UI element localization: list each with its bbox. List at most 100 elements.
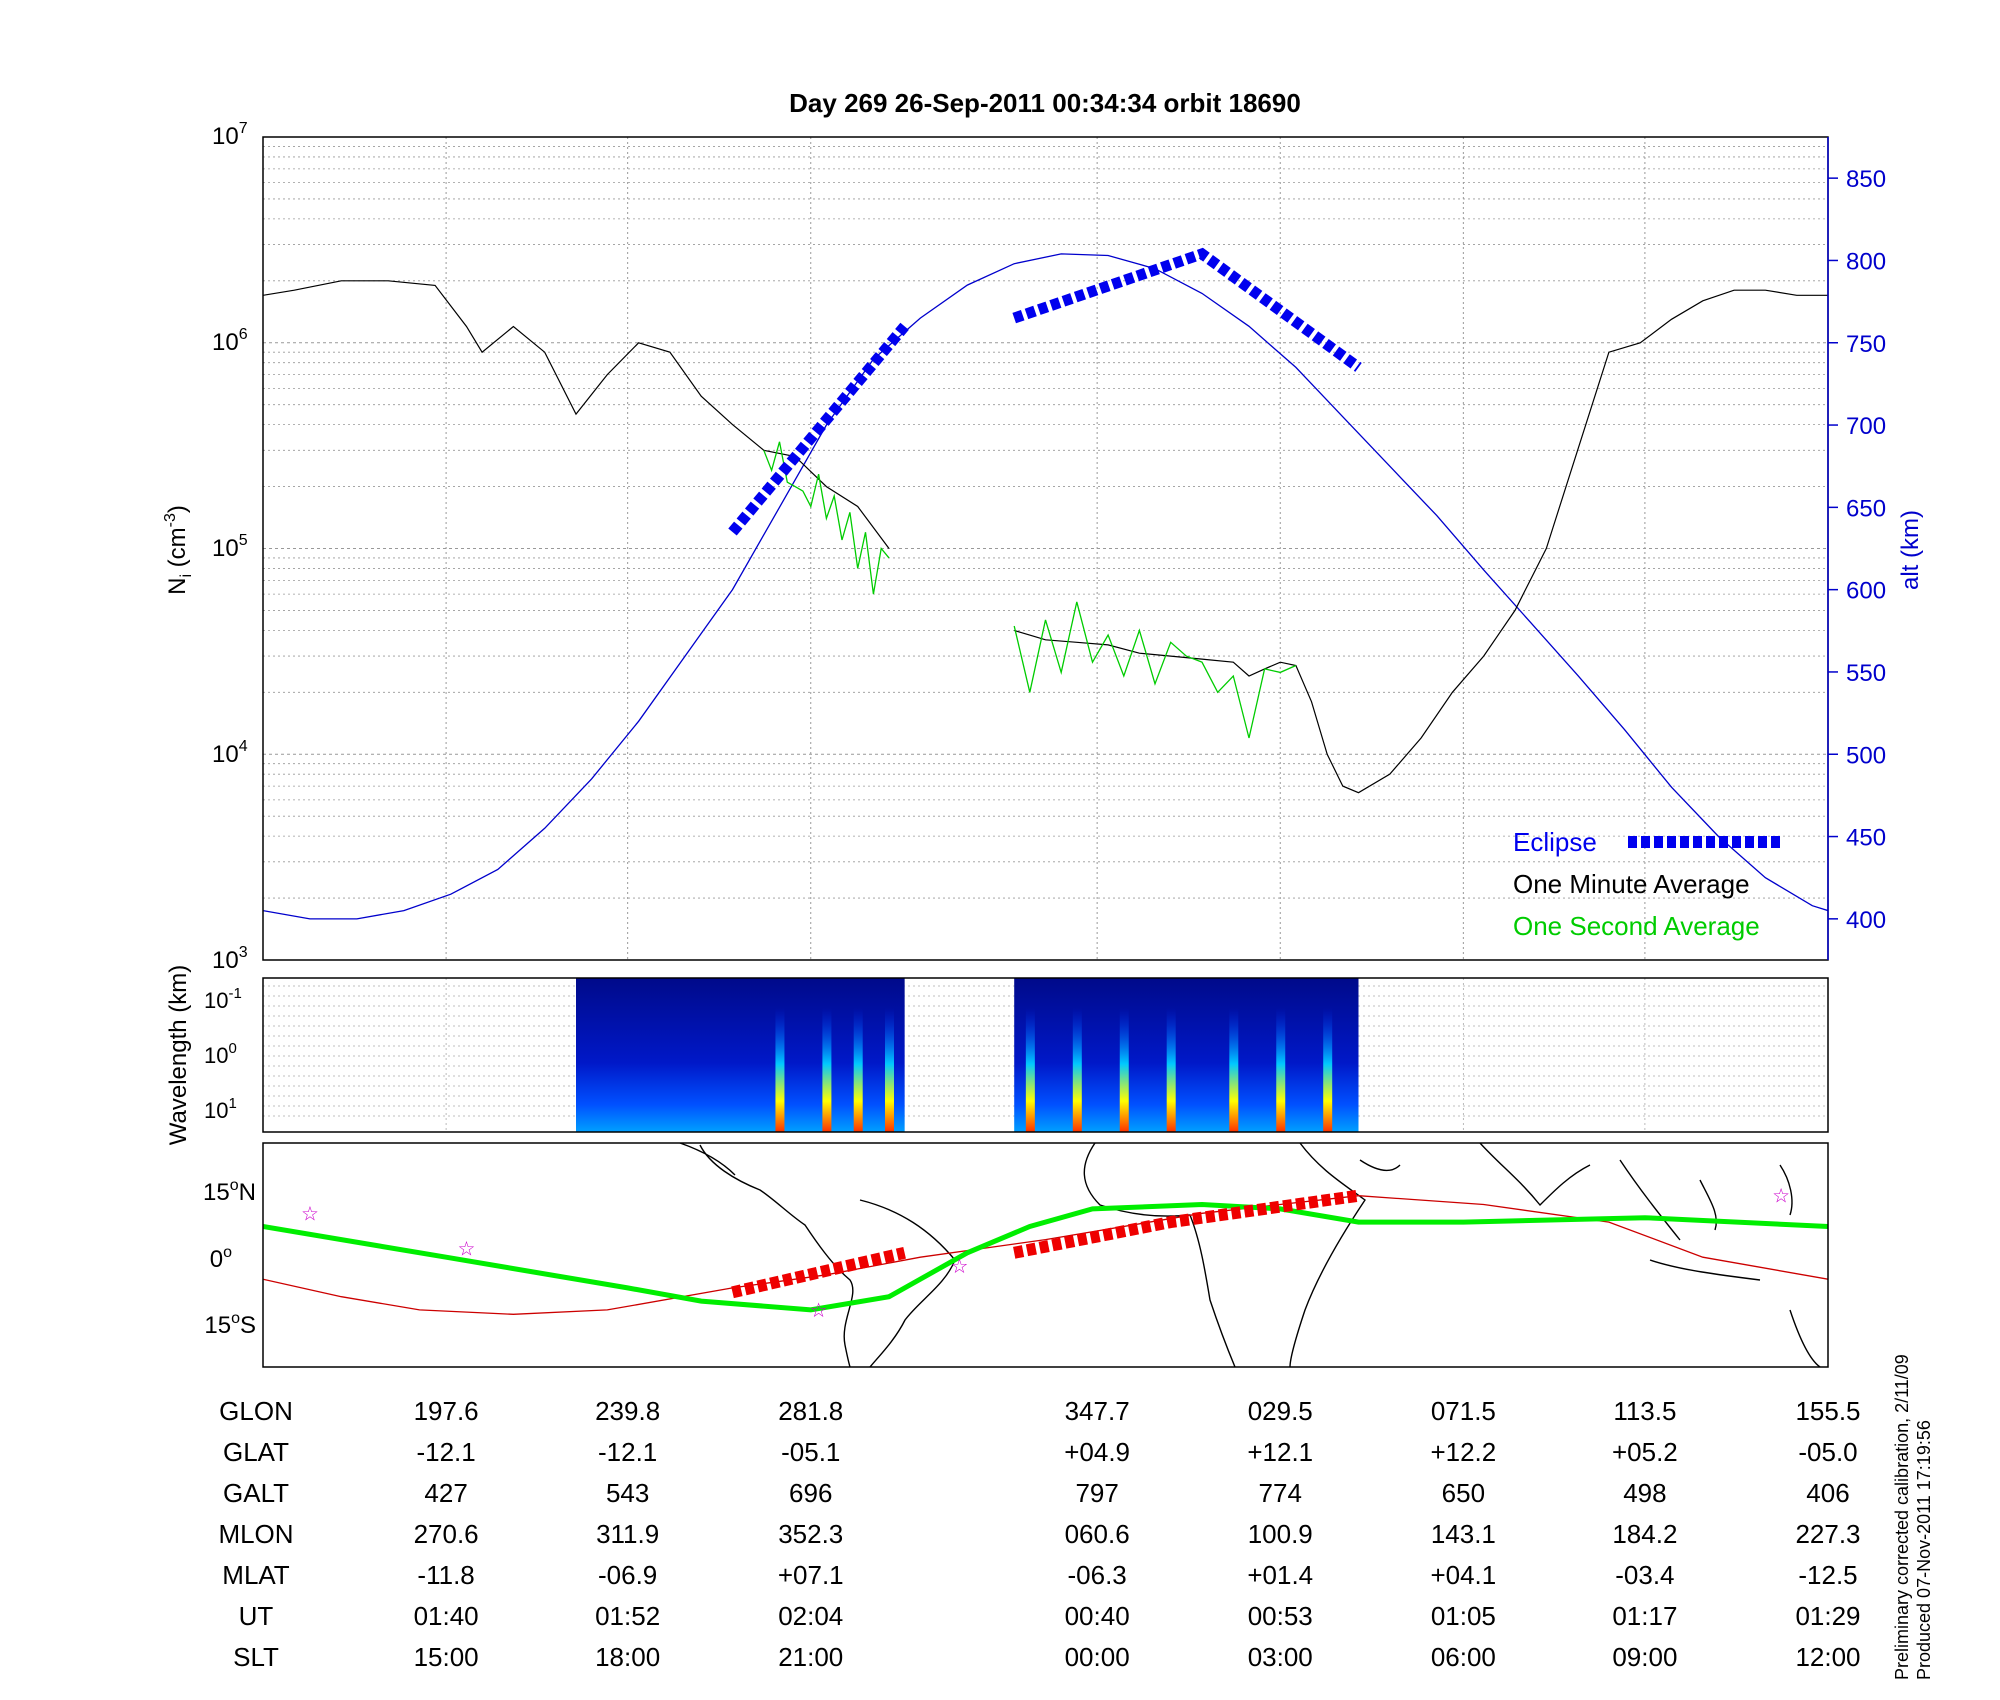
ephemeris-cell: 113.5 bbox=[1613, 1396, 1676, 1426]
ephemeris-cell: 347.7 bbox=[1065, 1396, 1130, 1426]
australia-coast bbox=[1789, 1309, 1821, 1367]
ephemeris-cell: 21:00 bbox=[778, 1642, 843, 1672]
ephemeris-cell: -05.1 bbox=[781, 1437, 840, 1467]
right-tick-label: 750 bbox=[1846, 331, 1886, 358]
ephemeris-row-label: MLAT bbox=[222, 1560, 290, 1590]
ephemeris-cell: 650 bbox=[1442, 1478, 1485, 1508]
spectrogram-bright-band bbox=[885, 1008, 894, 1132]
ephemeris-cell: 071.5 bbox=[1431, 1396, 1496, 1426]
ephemeris-cell: -12.1 bbox=[598, 1437, 657, 1467]
ephemeris-cell: -06.9 bbox=[598, 1560, 657, 1590]
ephemeris-row-label: GALT bbox=[223, 1478, 289, 1508]
southeast-asia-coast bbox=[1619, 1159, 1681, 1241]
map-eclipse-segment-2 bbox=[1013, 1189, 1360, 1259]
right-axis-ticks: 400 450 500 550 600 650 700 750 800 850 bbox=[1828, 166, 1886, 934]
ephemeris-cell: -11.8 bbox=[417, 1560, 474, 1590]
footnote-calibration: Preliminary corrected calibration, 2/11/… bbox=[1892, 1354, 1912, 1680]
right-tick-label: 500 bbox=[1846, 742, 1886, 769]
spectrogram-y-label: Wavelength (km) bbox=[165, 965, 192, 1146]
one-second-average-line-2 bbox=[1013, 601, 1297, 739]
spectrogram-bright-band bbox=[1229, 1008, 1239, 1132]
ephemeris-cell: 00:53 bbox=[1248, 1601, 1313, 1631]
americas-west-coast bbox=[699, 1144, 854, 1367]
ephemeris-row-label: MLON bbox=[218, 1519, 293, 1549]
left-axis-ticks: 103 104 105 106 107 bbox=[212, 120, 248, 974]
spectrogram-grid bbox=[263, 978, 1828, 1132]
ephemeris-row-label: UT bbox=[239, 1601, 274, 1631]
indonesia-coast bbox=[1649, 1259, 1761, 1281]
ephemeris-cell: 01:05 bbox=[1431, 1601, 1496, 1631]
ephemeris-cell: 060.6 bbox=[1065, 1519, 1130, 1549]
footnote-produced: Produced 07-Nov-2011 17:19:56 bbox=[1914, 1420, 1934, 1680]
ephemeris-row-label: SLT bbox=[233, 1642, 279, 1672]
world-map-coastlines bbox=[679, 1143, 1821, 1367]
tick-label-1e6: 106 bbox=[212, 326, 248, 356]
ephemeris-cell: 09:00 bbox=[1612, 1642, 1677, 1672]
ephemeris-cell: 06:00 bbox=[1431, 1642, 1496, 1672]
ephemeris-cell: 00:40 bbox=[1065, 1601, 1130, 1631]
map-eclipse-segment bbox=[731, 1246, 906, 1299]
spectrogram-data bbox=[576, 978, 1359, 1132]
philippines-coast bbox=[1699, 1179, 1717, 1231]
right-tick-label: 600 bbox=[1846, 578, 1886, 605]
map-star-marker: ☆ bbox=[1772, 1184, 1790, 1208]
tick-label-1e5: 105 bbox=[212, 532, 248, 562]
ephemeris-cell: 01:17 bbox=[1612, 1601, 1677, 1631]
ephemeris-cell: -12.5 bbox=[1798, 1560, 1857, 1590]
spectrogram-bright-band bbox=[775, 1008, 785, 1132]
one-minute-average-line-2 bbox=[1014, 289, 1828, 794]
ephemeris-cell: 197.6 bbox=[414, 1396, 479, 1426]
ephemeris-cell: 18:00 bbox=[595, 1642, 660, 1672]
ephemeris-row-label: GLON bbox=[219, 1396, 293, 1426]
ephemeris-cell: 01:40 bbox=[414, 1601, 479, 1631]
spectrogram-y-ticks: 10-1 100 101 bbox=[204, 985, 242, 1123]
south-america-east-coast bbox=[859, 1199, 956, 1367]
ephemeris-cell: 406 bbox=[1806, 1478, 1849, 1508]
spectrogram-bright-band bbox=[1025, 1008, 1035, 1132]
ephemeris-cell: +07.1 bbox=[778, 1560, 844, 1590]
ephemeris-row-label: GLAT bbox=[223, 1437, 289, 1467]
legend-second-label: One Second Average bbox=[1513, 911, 1760, 941]
map-star-marker: ☆ bbox=[810, 1298, 828, 1322]
map-y-ticks: 15oN 0o 15oS bbox=[203, 1177, 256, 1339]
ephemeris-cell: 029.5 bbox=[1248, 1396, 1313, 1426]
ephemeris-cell: 184.2 bbox=[1612, 1519, 1677, 1549]
ephemeris-cell: +01.4 bbox=[1247, 1560, 1313, 1590]
right-tick-label: 850 bbox=[1846, 166, 1886, 193]
ephemeris-cell: 03:00 bbox=[1248, 1642, 1313, 1672]
tick-label-1e7: 107 bbox=[212, 120, 248, 150]
map-star-marker: ☆ bbox=[950, 1254, 968, 1278]
ephemeris-cell: 427 bbox=[424, 1478, 467, 1508]
ephemeris-cell: 498 bbox=[1623, 1478, 1666, 1508]
right-tick-label: 650 bbox=[1846, 495, 1886, 522]
ephemeris-cell: 543 bbox=[606, 1478, 649, 1508]
legend-eclipse-label: Eclipse bbox=[1513, 827, 1597, 857]
tick-label-1e4: 104 bbox=[212, 738, 248, 768]
ephemeris-cell: 15:00 bbox=[414, 1642, 479, 1672]
spec-tick-1e0: 100 bbox=[204, 1040, 237, 1068]
ephemeris-cell: -05.0 bbox=[1798, 1437, 1857, 1467]
ephemeris-cell: 143.1 bbox=[1431, 1519, 1496, 1549]
map-tick-0: 0o bbox=[210, 1244, 232, 1273]
ephemeris-cell: +12.1 bbox=[1247, 1437, 1313, 1467]
ephemeris-cell: 797 bbox=[1075, 1478, 1118, 1508]
spectrogram-bright-band bbox=[1119, 1008, 1129, 1132]
right-axis-label: alt (km) bbox=[1897, 510, 1924, 590]
spectrogram-bright-band bbox=[822, 1008, 832, 1132]
map-star-marker: ☆ bbox=[301, 1201, 319, 1225]
ephemeris-cell: 239.8 bbox=[595, 1396, 660, 1426]
one-minute-average-line bbox=[263, 280, 890, 549]
ephemeris-cell: 311.9 bbox=[596, 1519, 659, 1549]
chart-title: Day 269 26-Sep-2011 00:34:34 orbit 18690 bbox=[789, 88, 1301, 118]
eclipse-altitude-segment-2 bbox=[1012, 247, 1362, 372]
tick-label-1e3: 103 bbox=[212, 944, 248, 974]
ephemeris-cell: -06.3 bbox=[1068, 1560, 1127, 1590]
eclipse-altitude-segment bbox=[728, 322, 909, 536]
pacific-islands-coast bbox=[1779, 1164, 1793, 1216]
spec-tick-1e-1: 10-1 bbox=[204, 985, 242, 1013]
ephemeris-cell: +05.2 bbox=[1612, 1437, 1678, 1467]
central-america-coast bbox=[679, 1143, 736, 1176]
spectrogram-segment bbox=[1014, 978, 1359, 1132]
ephemeris-cell: 227.3 bbox=[1795, 1519, 1860, 1549]
